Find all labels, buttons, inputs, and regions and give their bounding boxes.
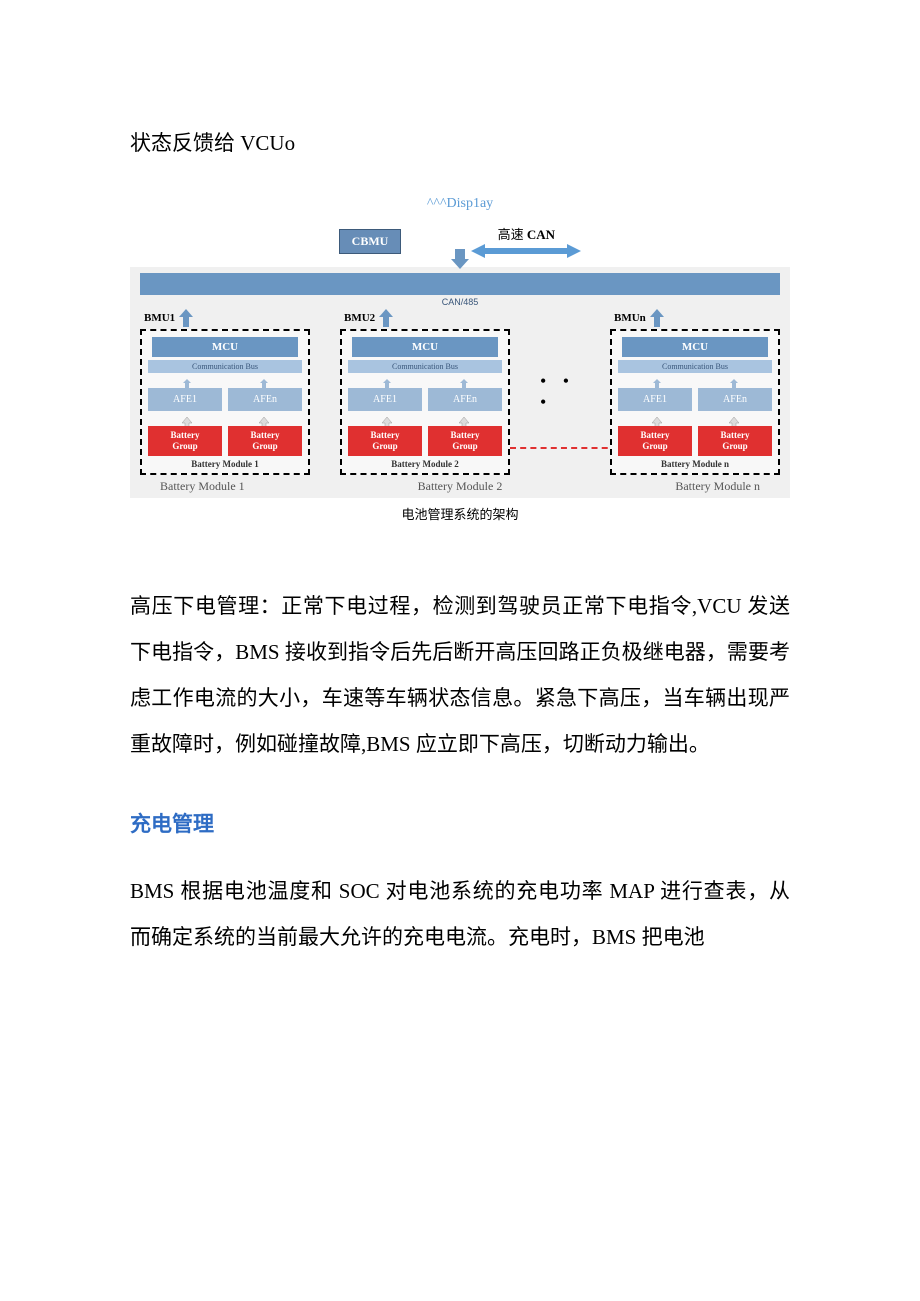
- module-inner-caption: Battery Module 1: [148, 459, 302, 469]
- comm-bus-box: Communication Bus: [148, 360, 302, 373]
- module-inner-caption: Battery Module 2: [348, 459, 502, 469]
- battery-group-box: BatteryGroup: [698, 426, 772, 456]
- up-arrow-icon: [382, 414, 392, 424]
- battery-group-box: BatteryGroup: [148, 426, 222, 456]
- up-arrow-icon: [650, 309, 664, 327]
- afe-box: AFE1: [148, 388, 222, 411]
- can-en: CAN: [527, 227, 555, 242]
- battery-module-n: BMUn MCU Communication Bus AFE1 AFEn: [610, 309, 780, 475]
- charging-mgmt-paragraph: BMS 根据电池温度和 SOC 对电池系统的充电功率 MAP 进行查表，从而确定…: [130, 868, 790, 960]
- outer-cap-2: Battery Module 2: [418, 479, 503, 494]
- comm-bus-box: Communication Bus: [618, 360, 772, 373]
- up-arrow-icon: [182, 414, 192, 424]
- ellipsis-dots: • • •: [540, 309, 580, 475]
- afe-box: AFEn: [428, 388, 502, 411]
- up-arrow-icon: [379, 309, 393, 327]
- cbmu-box: CBMU: [339, 229, 402, 254]
- diagram-main: CAN/485 BMU1 MCU Communication Bus: [130, 267, 790, 498]
- outer-cap-n: Battery Module n: [675, 479, 760, 494]
- link-icon: [382, 376, 392, 386]
- link-icon: [259, 376, 269, 386]
- outer-cap-1: Battery Module 1: [160, 479, 245, 494]
- module-inner-caption: Battery Module n: [618, 459, 772, 469]
- intro-fragment: 状态反馈给 VCUo: [130, 120, 790, 166]
- link-icon: [729, 376, 739, 386]
- mcu-box: MCU: [152, 337, 298, 357]
- up-arrow-icon: [729, 414, 739, 424]
- battery-group-box: BatteryGroup: [618, 426, 692, 456]
- battery-group-box: BatteryGroup: [228, 426, 302, 456]
- battery-group-box: BatteryGroup: [428, 426, 502, 456]
- up-arrow-icon: [459, 414, 469, 424]
- comm-bus-box: Communication Bus: [348, 360, 502, 373]
- display-label: ^^^Disp1ay: [130, 196, 790, 212]
- hv-powerdown-paragraph: 高压下电管理：正常下电过程，检测到驾驶员正常下电指令,VCU 发送下电指令，BM…: [130, 583, 790, 768]
- afe-box: AFEn: [228, 388, 302, 411]
- can-label: 高速 CAN: [471, 224, 581, 259]
- bus-connector-icon: [451, 249, 469, 269]
- can-double-arrow-icon: [471, 243, 581, 259]
- can-cn: 高速: [498, 227, 524, 242]
- up-arrow-icon: [179, 309, 193, 327]
- afe-box: AFEn: [698, 388, 772, 411]
- afe-box: AFE1: [348, 388, 422, 411]
- bmu1-label: BMU1: [144, 312, 175, 324]
- bmun-label: BMUn: [614, 312, 646, 324]
- can-bus-bar: CAN/485: [140, 273, 780, 295]
- outer-caption-row: Battery Module 1 Battery Module 2 Batter…: [140, 479, 780, 494]
- bus-protocol-label: CAN/485: [442, 297, 479, 307]
- battery-module-1: BMU1 MCU Communication Bus AFE1 AFEn: [140, 309, 310, 475]
- bmu2-label: BMU2: [344, 312, 375, 324]
- charging-mgmt-heading: 充电管理: [130, 808, 790, 838]
- afe-box: AFE1: [618, 388, 692, 411]
- up-arrow-icon: [259, 414, 269, 424]
- battery-group-box: BatteryGroup: [348, 426, 422, 456]
- modules-row: BMU1 MCU Communication Bus AFE1 AFEn: [140, 309, 780, 475]
- mcu-box: MCU: [622, 337, 768, 357]
- link-icon: [459, 376, 469, 386]
- mcu-box: MCU: [352, 337, 498, 357]
- link-icon: [652, 376, 662, 386]
- diagram-caption: 电池管理系统的架构: [130, 504, 790, 523]
- link-icon: [182, 376, 192, 386]
- up-arrow-icon: [652, 414, 662, 424]
- battery-module-2: BMU2 MCU Communication Bus AFE1 AFEn: [340, 309, 510, 475]
- bms-architecture-diagram: ^^^Disp1ay CBMU 高速 CAN CAN/485: [130, 196, 790, 523]
